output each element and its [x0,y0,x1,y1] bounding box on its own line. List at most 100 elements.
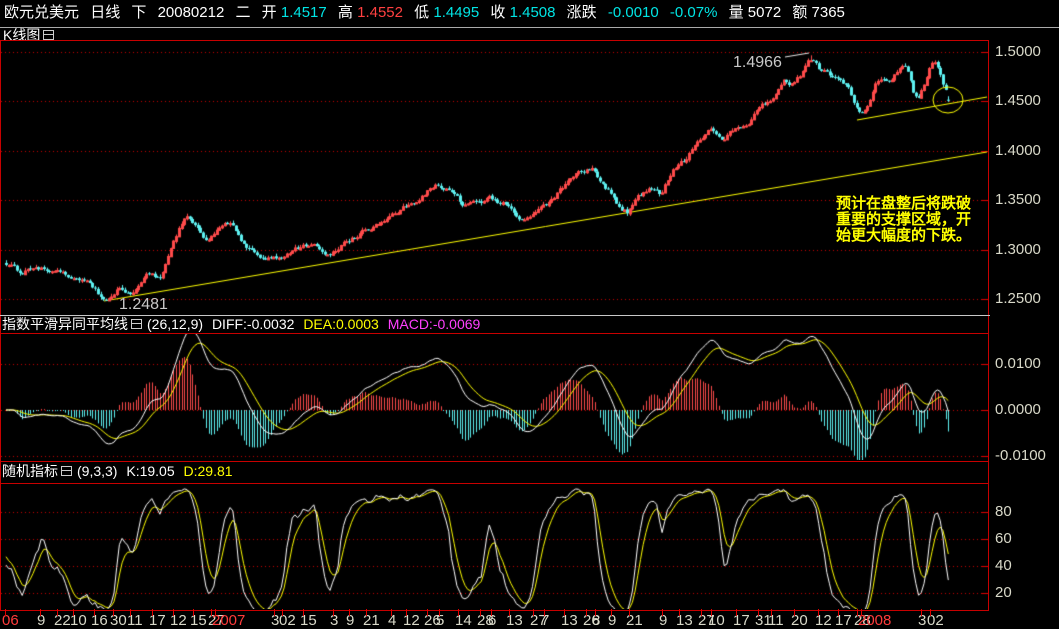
x-axis-date-label: 3 [918,612,927,629]
price-axis-label: 1.4000 [995,141,1041,159]
x-axis-date-label: 27 [698,612,715,629]
x-axis-tick [427,609,428,616]
kline-collapse-icon[interactable] [43,30,55,41]
x-axis-tick [595,609,596,616]
x-axis-date-label: 27 [530,612,547,629]
x-axis-date-label: 13 [676,612,693,629]
x-axis-tick [857,609,858,616]
macd-chart-canvas[interactable] [1,334,988,460]
x-axis-date-label: 3 [330,612,339,629]
change-value: -0.0010 [607,4,659,21]
macd-panel-title: 指数平滑异同平均线 [2,316,128,332]
x-axis-year-label: 2008 [858,612,892,629]
x-axis-tick [215,609,216,616]
x-axis-tick [480,609,481,616]
price-axis-label: 1.3500 [995,191,1041,209]
high-value: 1.4552 [357,4,403,21]
kdj-collapse-icon[interactable] [61,466,72,477]
x-axis-date-label: 26 [583,612,600,629]
x-axis-date-label: 27 [208,612,225,629]
x-axis-date-label: 26 [424,612,441,629]
x-axis-tick [533,609,534,616]
x-axis-tick [333,609,334,616]
x-axis-tick [921,609,922,616]
macd-axis-label: 0.0100 [995,355,1041,372]
x-axis-tick [152,609,153,616]
kdj-params: (9,3,3) [77,463,118,479]
x-axis-tick [366,609,367,616]
x-axis-date-label: 10 [708,612,725,629]
x-axis-date-label: 4 [388,612,397,629]
macd-collapse-icon[interactable] [131,319,142,330]
x-axis-date-label: 17 [733,612,750,629]
kdj-k-value: K:19.05 [126,463,175,479]
x-axis-tick [391,609,392,616]
left-border [0,40,1,611]
x-axis-date-label: 12 [170,612,187,629]
x-axis-tick [544,609,545,616]
kdj-chart-canvas[interactable] [1,484,988,609]
x-axis-date-label: 20 [791,612,808,629]
macd-axis-label: -0.0100 [995,447,1046,464]
x-axis-year-label: 2007 [212,612,246,629]
change-pct-value: -0.07% [669,4,718,21]
x-axis-tick [711,609,712,616]
x-axis-date-label: 6 [488,612,497,629]
x-axis-tick [349,609,350,616]
x-axis-date-label: 11 [127,612,143,629]
high-label: 高 [337,4,353,21]
x-axis-date-label: 15 [190,612,207,629]
macd-diff-value: DIFF:-0.0032 [211,316,295,332]
x-axis-tick [701,609,702,616]
x-axis-tick [818,609,819,616]
period-label[interactable]: 日线 [90,4,121,21]
x-axis-tick [211,609,212,616]
x-axis-date-label: 30 [110,612,127,629]
volume-value: 5072 [747,4,782,21]
x-axis-tick [586,609,587,616]
x-axis-tick [771,609,772,616]
swing-low-price-label: 1.2481 [119,296,168,313]
quote-date: 20080212 [157,4,225,21]
x-axis-date-label: 13 [561,612,578,629]
open-value: 1.4517 [280,4,327,21]
price-axis-label: 1.3000 [995,240,1041,258]
x-axis-date-label: 15 [300,612,317,629]
kline-panel-header: K线图 [3,28,59,43]
x-axis-tick [173,609,174,616]
x-axis-tick [629,609,630,616]
x-axis-date-label: 28 [854,612,871,629]
kdj-panel-title: 随机指标 [2,463,58,479]
kline-chart-canvas[interactable] [1,41,988,315]
x-axis-tick [794,609,795,616]
x-axis-date-label: 9 [37,612,46,629]
kdj-panel-header: 随机指标 (9,3,3) K:19.05 D:29.81 [2,464,238,479]
x-axis-date-label: 02 [927,612,944,629]
macd-panel-bottom-border [0,461,989,462]
x-axis-date-label: 12 [815,612,832,629]
x-axis-tick [274,609,275,616]
x-axis-date-label: 9 [608,612,617,629]
macd-macd-value: MACD:-0.0069 [387,316,481,332]
x-axis-date-label: 22 [54,612,71,629]
right-border [988,40,989,611]
x-axis-date-label: 21 [363,612,380,629]
close-label: 收 [490,4,506,21]
x-axis-date-label: 5 [436,612,445,629]
x-axis-date-label: 9 [346,612,355,629]
x-axis-date-label: 13 [506,612,523,629]
low-value: 1.4495 [433,4,480,21]
x-axis-date-label: 9 [659,612,668,629]
x-axis-tick [736,609,737,616]
x-axis-tick [679,609,680,616]
macd-panel-header: 指数平滑异同平均线 (26,12,9) DIFF:-0.0032 DEA:0.00… [2,317,485,332]
kline-panel-top-border [0,40,989,41]
x-axis-date-label: 28 [477,612,494,629]
kline-panel-bottom-separator [0,315,990,316]
x-axis-tick [406,609,407,616]
page-indicator: 下 [131,4,147,21]
kdj-axis-label: 40 [995,557,1012,574]
x-axis-date-label: 17 [835,612,852,629]
macd-panel-top-border [0,333,989,334]
